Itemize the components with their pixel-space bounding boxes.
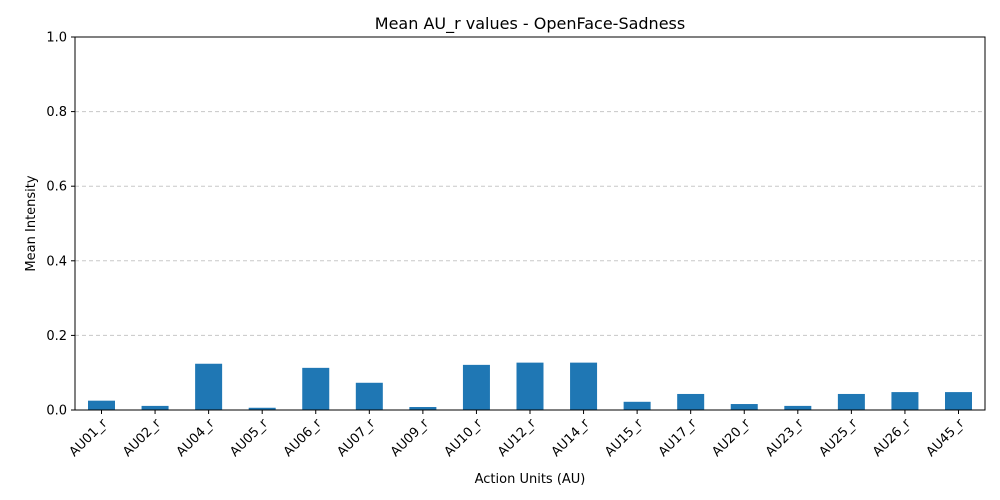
x-tick-label: AU14_r bbox=[549, 416, 593, 460]
y-tick-label: 0.6 bbox=[46, 180, 67, 195]
bar bbox=[945, 392, 972, 410]
bar bbox=[88, 400, 115, 410]
plot-frame bbox=[74, 36, 986, 411]
bar bbox=[302, 367, 330, 410]
y-tick-label: 0.2 bbox=[46, 329, 67, 344]
bar bbox=[837, 393, 865, 410]
bar bbox=[195, 363, 223, 410]
x-tick-label: AU02_r bbox=[120, 416, 164, 460]
bar bbox=[623, 401, 651, 410]
bar bbox=[570, 362, 598, 410]
x-tick-label: AU05_r bbox=[227, 416, 271, 460]
bar bbox=[516, 362, 544, 410]
x-tick-label: AU25_r bbox=[817, 416, 861, 460]
bar bbox=[141, 405, 169, 410]
bar bbox=[355, 382, 383, 410]
y-axis: 0.0 0.2 0.4 0.6 0.8 1.0 bbox=[46, 31, 75, 419]
bar bbox=[462, 364, 490, 410]
chart-title: Mean AU_r values - OpenFace-Sadness bbox=[375, 14, 685, 34]
x-tick-label: AU01_r bbox=[67, 416, 111, 460]
x-tick-label: AU15_r bbox=[602, 416, 646, 460]
bar bbox=[409, 407, 437, 410]
bar bbox=[784, 405, 812, 410]
x-tick-label: AU06_r bbox=[281, 416, 325, 460]
x-axis: AU01_r AU02_r AU04_r AU05_r AU06_r AU07_r AU09… bbox=[67, 410, 968, 460]
x-tick-label: AU23_r bbox=[763, 416, 807, 460]
x-tick-label: AU07_r bbox=[334, 416, 378, 460]
x-tick-label: AU09_r bbox=[388, 416, 432, 460]
y-axis-label: Mean Intensity bbox=[24, 175, 39, 271]
bar bbox=[677, 393, 705, 410]
y-tick-label: 1.0 bbox=[46, 31, 67, 46]
x-tick-label: AU10_r bbox=[442, 416, 486, 460]
x-tick-label: AU12_r bbox=[495, 416, 539, 460]
x-axis-label: Action Units (AU) bbox=[475, 472, 586, 487]
x-tick-label: AU04_r bbox=[174, 416, 218, 460]
x-tick-label: AU20_r bbox=[709, 416, 753, 460]
bar bbox=[891, 392, 919, 410]
bars bbox=[88, 362, 972, 410]
y-tick-label: 0.4 bbox=[46, 254, 67, 269]
y-tick-label: 0.0 bbox=[46, 404, 67, 419]
x-tick-label: AU45_r bbox=[924, 416, 968, 460]
grid-lines bbox=[75, 36, 985, 336]
x-tick-label: AU26_r bbox=[870, 416, 914, 460]
x-tick-label: AU17_r bbox=[656, 416, 700, 460]
bar bbox=[730, 404, 758, 410]
bar bbox=[248, 407, 276, 410]
y-tick-label: 0.8 bbox=[46, 105, 67, 120]
